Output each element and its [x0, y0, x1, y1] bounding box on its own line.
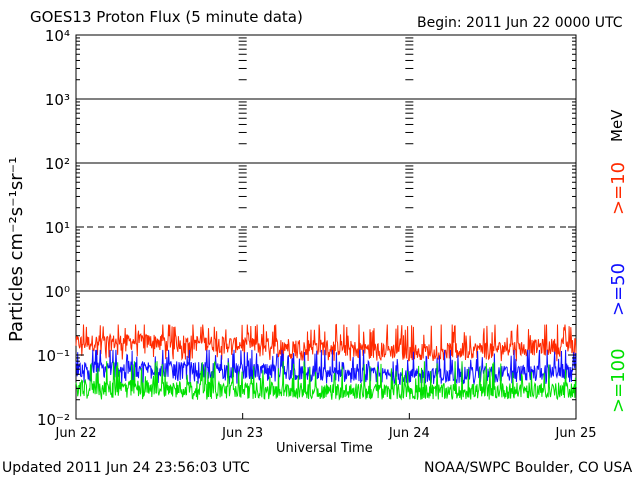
- y-tick-label: 10¹: [45, 219, 70, 237]
- x-tick-label: Jun 22: [55, 426, 97, 441]
- day-dividers: [238, 37, 414, 419]
- series-line-2: [75, 361, 577, 401]
- x-tick-label: Jun 23: [221, 426, 263, 441]
- y-tick-label: 10⁻¹: [37, 347, 70, 365]
- legend-ge50: >=50: [608, 262, 629, 316]
- updated-timestamp: Updated 2011 Jun 24 23:56:03 UTC: [2, 460, 250, 476]
- y-tick-label: 10³: [45, 91, 70, 109]
- series-line-0: [75, 323, 577, 362]
- y-axis-ticks: 10⁻² 10⁻¹ 10⁰ 10¹ 10² 10³ 10⁴: [37, 27, 576, 429]
- y-tick-label: 10⁴: [45, 27, 70, 45]
- y-tick-label: 10⁰: [45, 283, 70, 301]
- data-source: NOAA/SWPC Boulder, CO USA: [424, 460, 633, 476]
- x-axis-ticks: Jun 22 Jun 23 Jun 24 Jun 25: [55, 426, 597, 441]
- chart-title: GOES13 Proton Flux (5 minute data): [30, 8, 303, 26]
- gridlines: [76, 98, 576, 292]
- legend-ge10: >=10: [608, 161, 629, 215]
- legend-units: MeV: [608, 109, 626, 142]
- series-group: [75, 323, 577, 401]
- y-tick-label: 10²: [45, 155, 70, 173]
- legend-ge100: >=100: [608, 348, 629, 413]
- x-tick-label: Jun 24: [388, 426, 430, 441]
- plot-frame: [75, 34, 577, 420]
- y-tick-label: 10⁻²: [37, 411, 70, 429]
- begin-time: Begin: 2011 Jun 22 0000 UTC: [417, 15, 623, 31]
- y-axis-label: Particles cm⁻²s⁻¹sr⁻¹: [6, 156, 27, 342]
- x-axis-label: Universal Time: [276, 441, 373, 456]
- x-tick-label: Jun 25: [555, 426, 597, 441]
